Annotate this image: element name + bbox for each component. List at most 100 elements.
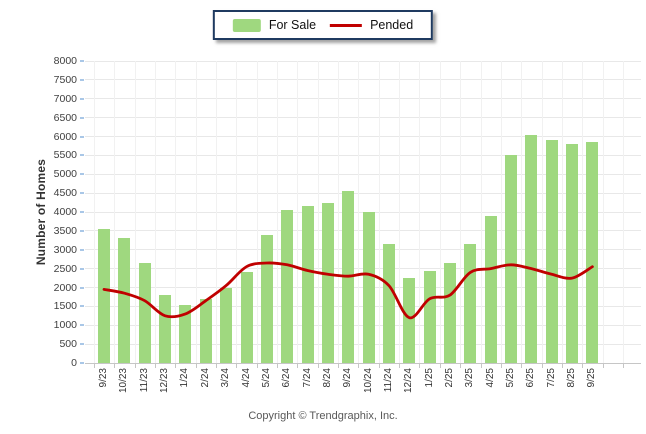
x-tick-label: 5/24 <box>260 368 272 388</box>
legend-label-for-sale: For Sale <box>268 18 317 32</box>
for-sale-swatch-icon <box>232 18 261 32</box>
x-tick <box>114 364 116 368</box>
y-tick-label: 7500 <box>53 73 77 86</box>
v-gridline <box>622 61 624 363</box>
x-tick-label: 9/23 <box>98 368 109 388</box>
x-tick-label: 1/24 <box>179 368 191 388</box>
v-gridline <box>602 61 604 363</box>
for-sale-bar <box>199 298 212 363</box>
x-tick-label: 9/25 <box>586 368 598 388</box>
v-gridline <box>175 61 177 363</box>
x-tick-label: 8/24 <box>321 368 333 388</box>
x-tick <box>154 364 156 368</box>
y-tick-label: 0 <box>71 357 77 369</box>
x-tick-label: 8/25 <box>566 368 578 388</box>
for-sale-bar <box>586 142 599 363</box>
y-tick-label: 4000 <box>53 206 77 218</box>
x-tick-label: 7/24 <box>301 368 313 388</box>
gridline <box>85 98 641 100</box>
legend-item-pended: Pended <box>330 18 413 32</box>
x-tick <box>195 364 197 368</box>
x-tick <box>460 364 462 368</box>
x-tick <box>236 364 238 368</box>
for-sale-bar <box>525 134 538 363</box>
y-tick-label: 5000 <box>53 168 77 181</box>
x-tick-label: 10/23 <box>118 368 130 394</box>
x-tick <box>277 364 278 368</box>
for-sale-bar <box>179 304 192 363</box>
v-gridline <box>582 61 584 363</box>
for-sale-bar <box>98 229 110 363</box>
x-tick <box>134 364 136 368</box>
x-tick <box>602 364 604 368</box>
v-gridline <box>541 61 543 363</box>
x-tick-label: 12/24 <box>403 368 415 394</box>
x-tick-label: 9/24 <box>342 368 354 388</box>
x-tick-label: 7/25 <box>545 368 557 388</box>
copyright-text: Copyright © Trendgraphix, Inc. <box>248 410 398 422</box>
x-tick-label: 4/25 <box>484 368 496 388</box>
plot-area <box>80 60 641 364</box>
x-tick <box>297 364 299 368</box>
x-tick-label: 2/24 <box>199 368 211 388</box>
v-gridline <box>561 61 563 363</box>
y-tick <box>80 267 84 270</box>
x-tick-label: 1/25 <box>423 368 435 388</box>
y-tick <box>80 248 84 251</box>
x-tick <box>378 364 380 368</box>
for-sale-bar <box>464 244 477 363</box>
gridline <box>85 60 641 62</box>
y-tick-label: 1500 <box>53 300 77 313</box>
y-tick-label: 2500 <box>53 262 77 275</box>
legend-item-for-sale: For Sale <box>232 18 317 32</box>
for-sale-bar <box>505 155 517 363</box>
y-tick <box>80 97 84 100</box>
for-sale-bar <box>118 238 131 363</box>
x-tick <box>419 364 421 368</box>
v-gridline <box>378 61 380 363</box>
v-gridline <box>521 61 523 363</box>
y-tick <box>80 78 84 81</box>
y-tick <box>80 173 84 176</box>
y-axis: 0 500 1000 1500 2000 2500 3000 3500 4000 4500 5000… <box>0 56 81 369</box>
for-sale-bar <box>545 140 558 363</box>
v-gridline <box>500 61 502 363</box>
x-tick <box>622 364 624 368</box>
v-gridline <box>277 61 278 363</box>
x-tick-label: 4/24 <box>240 368 252 388</box>
x-tick <box>215 364 217 368</box>
for-sale-bar <box>444 263 456 363</box>
x-tick <box>582 364 584 368</box>
gridline <box>85 173 641 175</box>
for-sale-bar <box>220 287 233 363</box>
y-tick <box>80 60 84 62</box>
v-gridline <box>399 61 401 363</box>
x-tick <box>439 364 441 368</box>
y-tick <box>80 343 84 346</box>
v-gridline <box>358 61 360 363</box>
x-tick-label: 11/24 <box>382 368 394 393</box>
for-sale-bar <box>321 202 334 363</box>
y-tick <box>80 116 84 119</box>
y-tick <box>80 362 84 364</box>
v-gridline <box>114 61 116 363</box>
gridline <box>85 192 641 194</box>
y-tick <box>80 324 84 327</box>
x-tick-label: 3/25 <box>464 368 476 388</box>
v-gridline <box>338 61 339 363</box>
y-tick <box>80 305 84 308</box>
for-sale-bar <box>403 278 416 363</box>
x-tick-label: 2/25 <box>444 368 455 388</box>
v-gridline <box>215 61 217 363</box>
v-gridline <box>236 61 238 363</box>
v-gridline <box>419 61 421 363</box>
for-sale-bar <box>484 215 497 363</box>
x-axis: 9/23 10/23 11/23 12/23 1/24 2/24 3/24 4/24 5/24 6… <box>85 364 641 408</box>
x-tick <box>399 364 401 368</box>
for-sale-bar <box>423 270 436 363</box>
x-tick-label: 6/25 <box>525 368 537 388</box>
x-tick <box>358 364 360 368</box>
for-sale-bar <box>240 272 253 363</box>
for-sale-bar <box>362 212 375 363</box>
